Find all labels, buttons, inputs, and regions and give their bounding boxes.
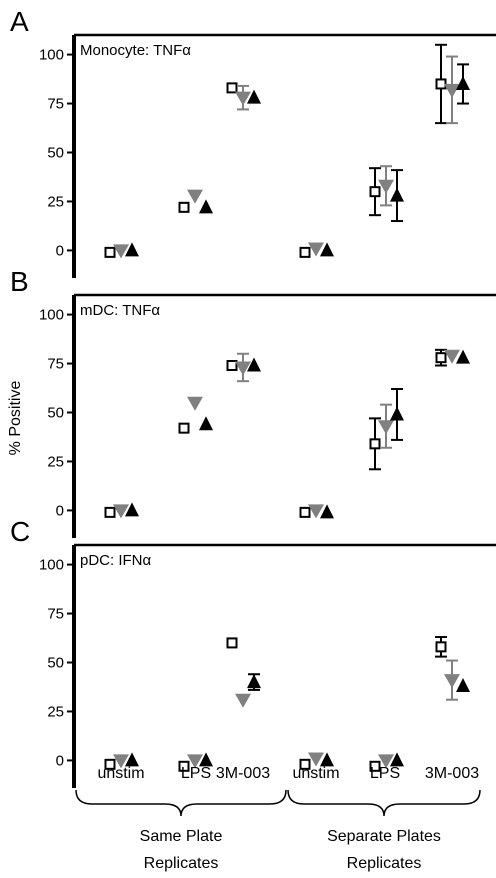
panel-letter: A — [10, 6, 29, 37]
group-label-same-plate-line2: Replicates — [144, 855, 219, 872]
data-point-up-triangle — [456, 678, 470, 692]
data-point-down-triangle — [308, 504, 324, 519]
data-point-up-triangle — [390, 187, 404, 202]
panel-title: Monocyte: TNFα — [80, 42, 191, 59]
data-point-square — [178, 422, 190, 434]
y-tick-label: 100 — [39, 557, 64, 574]
data-point-square — [299, 758, 311, 770]
data-point-down-triangle — [113, 754, 129, 769]
data-point-down-triangle — [308, 752, 324, 767]
group-label-separate-plates-line1: Separate Plates — [327, 828, 441, 845]
data-point-down-triangle — [444, 674, 460, 689]
y-tick-label: 25 — [47, 453, 64, 470]
group-label-separate-plates-line2: Replicates — [347, 855, 422, 872]
data-point-square — [178, 201, 190, 213]
data-point-down-triangle — [308, 242, 324, 257]
group-brace-same-plate — [75, 789, 287, 817]
data-point-square — [369, 760, 381, 772]
data-point-square — [104, 246, 116, 258]
data-point-up-triangle — [390, 406, 404, 421]
data-point-up-triangle — [125, 752, 139, 767]
data-point-up-triangle — [199, 752, 213, 767]
data-point-down-triangle — [113, 244, 129, 259]
data-point-down-triangle — [235, 361, 251, 376]
data-point-down-triangle — [378, 179, 394, 194]
data-point-down-triangle — [187, 189, 203, 204]
data-point-up-triangle — [247, 357, 261, 372]
category-label-5: LPS — [370, 765, 400, 782]
y-tick-label: 50 — [47, 655, 64, 672]
category-label-1: unstim — [97, 765, 144, 782]
data-point-down-triangle — [378, 754, 394, 769]
data-point-down-triangle — [444, 349, 460, 364]
panel-letter: C — [10, 516, 30, 547]
category-label-6: 3M-003 — [425, 765, 479, 782]
data-point-square — [226, 82, 238, 94]
data-point-square — [299, 246, 311, 258]
data-point-down-triangle — [113, 504, 129, 519]
data-point-up-triangle — [247, 89, 261, 104]
y-tick-label: 0 — [56, 242, 64, 259]
data-point-up-triangle — [125, 502, 139, 517]
data-point-up-triangle — [125, 242, 139, 257]
y-tick-label: 75 — [47, 356, 64, 373]
y-tick-label: 75 — [47, 606, 64, 623]
data-point-down-triangle — [187, 396, 203, 411]
data-point-up-triangle — [320, 752, 334, 767]
data-point-square — [104, 506, 116, 518]
data-point-up-triangle — [247, 674, 261, 689]
panel-letter: B — [10, 266, 29, 297]
data-point-square — [299, 506, 311, 518]
data-point-up-triangle — [320, 504, 334, 519]
data-point-square — [226, 637, 238, 649]
y-axis-label: % Positive — [7, 381, 24, 456]
panel-a: A Monocyte: TNFα 0 25 50 75 100 — [10, 6, 496, 278]
y-tick-label: 100 — [39, 47, 64, 64]
category-labels: unstim LPS 3M-003 unstim LPS 3M-003 — [97, 765, 479, 782]
category-label-4: unstim — [292, 765, 339, 782]
category-label-3: 3M-003 — [216, 765, 270, 782]
y-tick-label: 25 — [47, 193, 64, 210]
data-point-square — [435, 352, 447, 364]
category-label-2: LPS — [181, 765, 211, 782]
data-point-up-triangle — [456, 349, 470, 364]
y-tick-label: 25 — [47, 703, 64, 720]
data-point-down-triangle — [444, 83, 460, 98]
data-point-up-triangle — [320, 242, 334, 257]
data-point-up-triangle — [199, 199, 213, 214]
data-point-down-triangle — [187, 754, 203, 769]
data-point-down-triangle — [235, 693, 251, 708]
panel-title: pDC: IFNα — [80, 552, 152, 569]
data-point-square — [435, 641, 447, 653]
data-point-up-triangle — [199, 416, 213, 431]
y-tick-label: 0 — [56, 502, 64, 519]
group-brace-separate-plates — [287, 789, 481, 817]
y-tick-label: 100 — [39, 307, 64, 324]
y-tick-label: 50 — [47, 145, 64, 162]
y-tick-label: 75 — [47, 96, 64, 113]
data-point-up-triangle — [390, 752, 404, 767]
y-tick-label: 0 — [56, 752, 64, 769]
panel-title: mDC: TNFα — [80, 302, 160, 319]
data-point-square — [369, 438, 381, 450]
data-point-square — [104, 758, 116, 770]
data-point-up-triangle — [456, 75, 470, 90]
data-point-down-triangle — [235, 91, 251, 106]
data-point-square — [226, 360, 238, 371]
group-label-same-plate-line1: Same Plate — [140, 828, 223, 845]
data-point-square — [369, 186, 381, 198]
y-tick-label: 50 — [47, 405, 64, 422]
data-point-down-triangle — [378, 420, 394, 435]
data-point-square — [178, 760, 190, 772]
